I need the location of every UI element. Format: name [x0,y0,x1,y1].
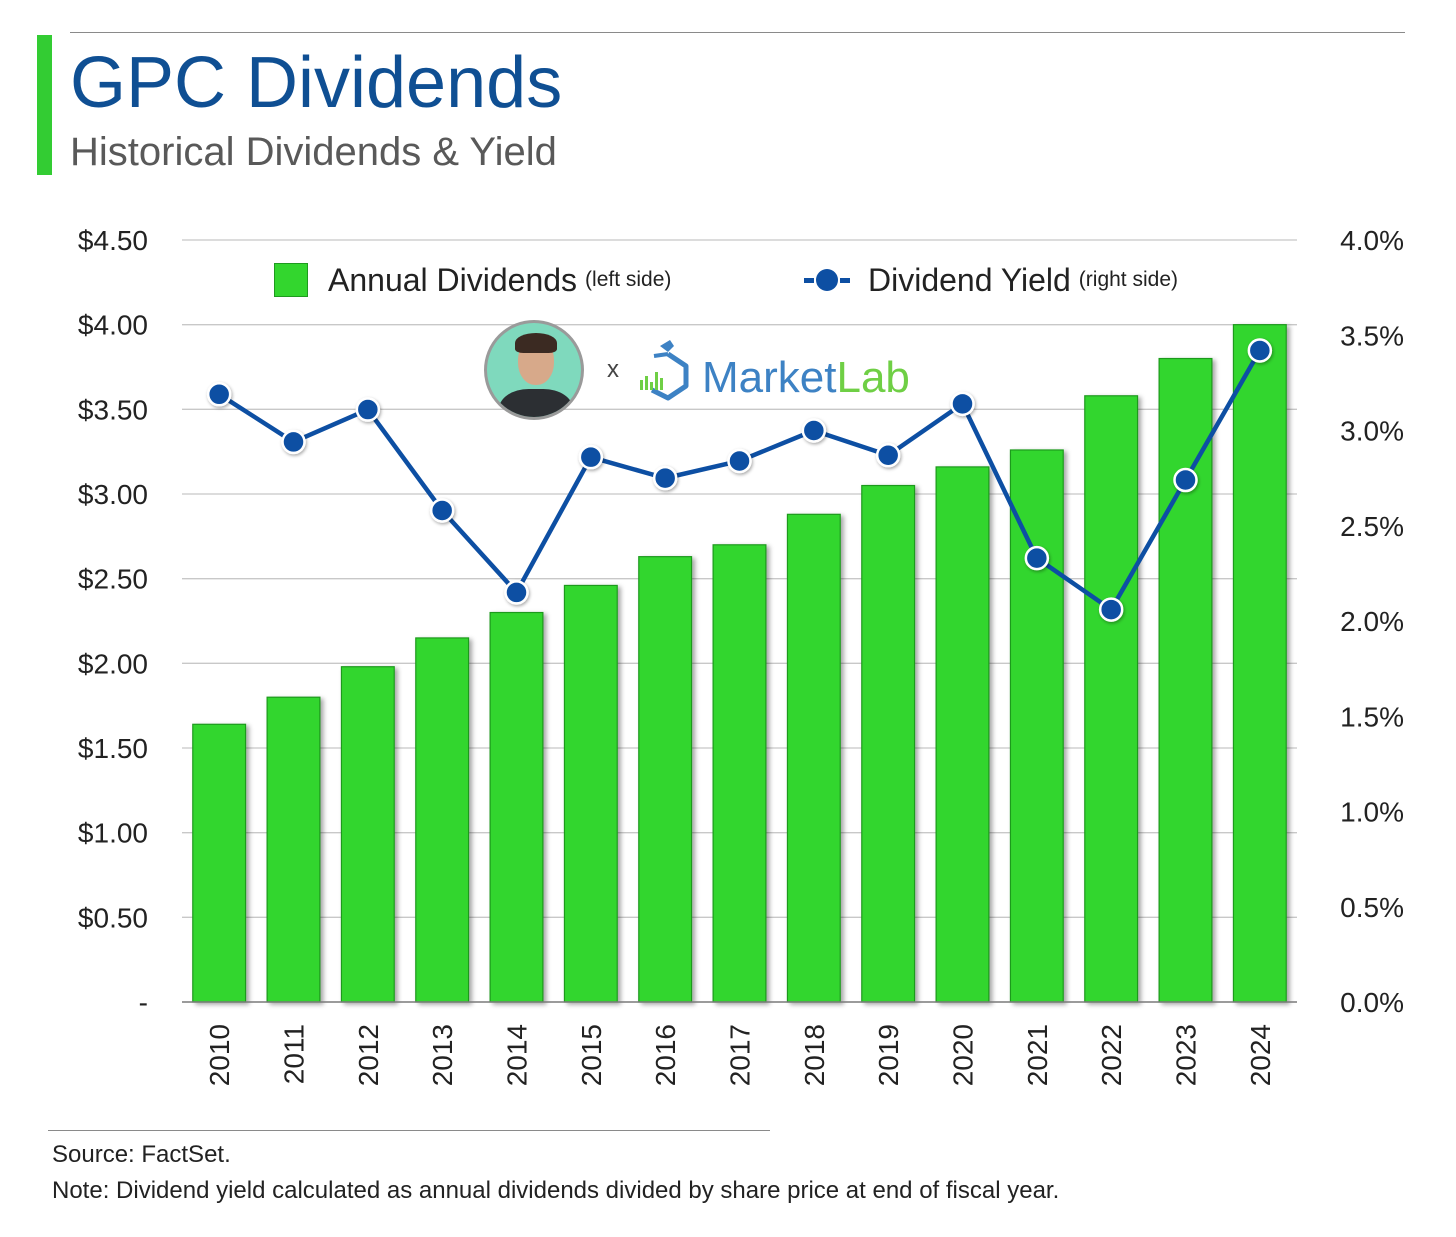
top-divider [70,32,1405,33]
legend-item-dividends[interactable]: Annual Dividends (left side) [274,258,671,302]
wordmark-lab: Lab [836,353,910,402]
x-tick-label: 2022 [1096,1024,1127,1086]
y-left-tick-label: $3.50 [78,394,148,425]
dividend-bar [192,723,247,1003]
dividend-bar [638,556,693,1003]
dividend-bar [1084,395,1139,1003]
title-accent-bar [37,35,52,175]
marketlab-logo-icon [640,340,689,401]
yield-point [504,580,529,605]
x-tick-label: 2010 [204,1024,235,1086]
branding-separator: x [607,356,619,383]
wordmark-market: Market [702,353,837,402]
yield-point [875,443,901,468]
y-left-tick-label: $0.50 [78,902,148,933]
x-tick-label: 2011 [279,1024,310,1084]
dividend-bar [266,696,321,1003]
y-right-tick-label: 3.5% [1340,320,1404,351]
legend-item-yield[interactable]: Dividend Yield (right side) [804,258,1178,302]
y-left-tick-label: - [139,987,148,1018]
y-left-tick-label: $2.50 [78,564,148,595]
x-tick-label: 2018 [799,1024,830,1086]
y-left-tick-label: $2.00 [78,648,148,679]
x-tick-label: 2020 [948,1024,979,1086]
yield-point [1024,545,1050,571]
dividend-bar [935,466,990,1003]
x-tick-label: 2021 [1022,1024,1053,1086]
dividend-bar [786,513,841,1003]
chart-subtitle: Historical Dividends & Yield [70,130,557,174]
x-tick-label: 2017 [725,1024,756,1086]
yield-point [950,391,975,417]
y-right-tick-label: 2.5% [1340,511,1404,542]
legend-label-yield: Dividend Yield [868,261,1071,298]
yield-point [429,498,455,523]
legend-note-yield: (right side) [1078,268,1178,291]
author-avatar [484,320,584,420]
x-tick-label: 2014 [502,1024,533,1086]
marketlab-wordmark: MarketLab [702,350,910,406]
dividend-bar [1158,357,1213,1003]
y-right-tick-label: 1.5% [1340,701,1404,732]
y-right-tick-label: 3.0% [1340,416,1404,447]
dividend-bar [712,544,767,1003]
dividend-bar [489,611,544,1003]
y-left-tick-label: $4.50 [78,225,148,256]
y-right-tick-label: 2.0% [1340,606,1404,637]
source-note: Source: FactSet. [52,1141,231,1168]
dividend-bar [1009,449,1064,1003]
x-tick-label: 2024 [1245,1024,1276,1086]
x-tick-label: 2016 [650,1024,681,1086]
footer-divider [48,1130,770,1131]
dividend-bar [1232,324,1287,1003]
dividend-bar [340,666,395,1003]
x-tick-label: 2019 [873,1024,904,1086]
y-right-tick-label: 0.5% [1340,892,1404,923]
yield-point [281,429,306,455]
y-right-tick-label: 0.0% [1340,987,1404,1018]
yield-point [727,448,752,474]
legend-swatch-line [804,263,850,297]
x-tick-label: 2013 [427,1024,458,1086]
legend-label-dividends: Annual Dividends [328,261,578,298]
legend-note-dividends: (left side) [585,268,672,291]
chart-title: GPC Dividends [70,43,563,123]
yield-point [801,418,827,443]
y-left-tick-label: $1.00 [78,818,148,849]
dividend-bar [861,484,916,1003]
legend-swatch-bar [274,263,308,297]
dividend-bar [415,637,470,1003]
yield-point [1173,467,1198,493]
yield-point [206,382,232,407]
y-left-tick-label: $3.00 [78,479,148,510]
y-right-tick-label: 4.0% [1340,225,1404,256]
x-tick-label: 2015 [576,1024,607,1086]
dividend-bar [563,584,618,1003]
yield-point [1247,338,1273,363]
yield-point [355,397,381,422]
y-left-tick-label: $4.00 [78,310,148,341]
yield-point [578,444,604,470]
y-left-tick-label: $1.50 [78,733,148,764]
yield-point [1098,597,1124,622]
y-right-tick-label: 1.0% [1340,797,1404,828]
x-tick-label: 2023 [1171,1024,1202,1086]
yield-point [652,465,678,491]
methodology-note: Note: Dividend yield calculated as annua… [52,1177,1060,1204]
x-tick-label: 2012 [353,1024,384,1086]
